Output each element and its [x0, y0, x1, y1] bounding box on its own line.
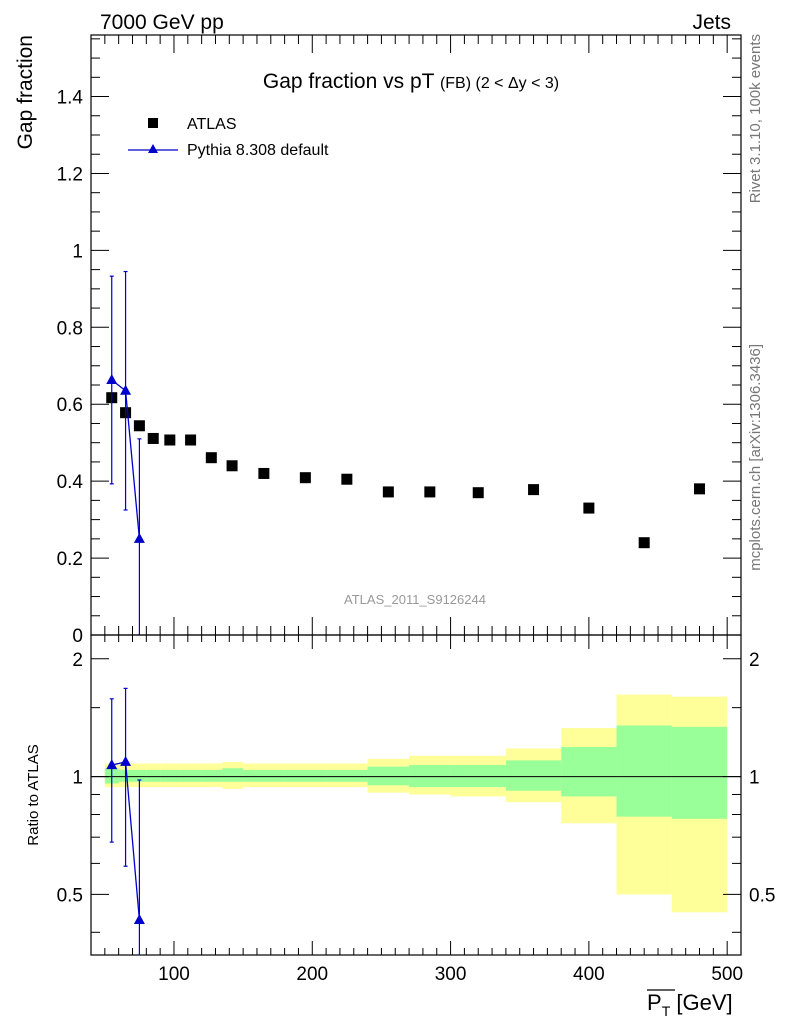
atlas-point	[341, 473, 353, 485]
y-tick-label: 0.2	[57, 549, 83, 570]
side-text-rivet: Rivet 3.1.10, 100k events	[747, 34, 764, 203]
y-tick-label: 0.6	[57, 395, 83, 416]
atlas-point	[694, 483, 706, 495]
legend-atlas-marker	[148, 118, 158, 128]
main-title-suffix: (FB) (2 < Δy < 3)	[440, 75, 559, 92]
atlas-point	[528, 484, 540, 496]
legend-atlas-label: ATLAS	[187, 116, 237, 133]
atlas-point	[299, 472, 311, 484]
y-tick-label: 0.4	[57, 472, 84, 493]
x-axis-label: PT [GeV]	[647, 989, 733, 1019]
ratio-band-inner	[616, 725, 672, 817]
ratio-band-inner	[326, 769, 368, 782]
y-tick-label: 0.8	[57, 318, 83, 339]
ratio-band-inner	[222, 768, 244, 782]
atlas-point	[133, 420, 145, 432]
y-tick-label: 1	[72, 241, 83, 262]
ratio-y-tick-label: 0.5	[749, 885, 775, 906]
atlas-point	[147, 432, 159, 444]
ratio-band-inner	[180, 769, 202, 782]
header-right: Jets	[692, 11, 731, 34]
atlas-point	[185, 434, 197, 446]
ratio-y-axis-label: Ratio to ATLAS	[25, 744, 42, 845]
legend-pythia-marker	[148, 144, 158, 153]
ratio-band-inner	[284, 769, 327, 782]
y-axis-label: Gap fraction	[14, 35, 37, 149]
ratio-y-tick-label: 1	[72, 768, 83, 789]
atlas-point	[205, 452, 217, 464]
x-tick-label: 100	[158, 964, 190, 985]
watermark: ATLAS_2011_S9126244	[344, 592, 486, 607]
atlas-point	[382, 486, 394, 498]
atlas-point	[638, 537, 650, 549]
ratio-band-inner	[505, 760, 562, 791]
ratio-y-tick-label: 2	[72, 650, 83, 671]
ratio-pythia-point	[120, 755, 132, 766]
ratio-pythia-point	[133, 914, 145, 925]
y-tick-label: 1.2	[57, 164, 83, 185]
atlas-point	[258, 467, 270, 479]
ratio-band-inner	[201, 769, 223, 782]
main-title-text: Gap fraction vs pT	[263, 70, 435, 93]
x-tick-label: 300	[435, 964, 467, 985]
ratio-band-inner	[367, 766, 410, 786]
ratio-band-inner	[146, 769, 161, 782]
atlas-point	[424, 486, 436, 498]
ratio-y-tick-label: 0.5	[57, 885, 83, 906]
atlas-point	[164, 434, 176, 446]
ratio-band-inner	[671, 726, 728, 819]
ratio-frame	[90, 634, 742, 956]
x-tick-label: 500	[711, 964, 743, 985]
ratio-band-inner	[132, 769, 147, 782]
main-plot-panel: 0 0.2 0.4 0.6 0.8 1 1.2 1.4 Gap fraction vs pT …	[14, 34, 742, 647]
pythia-point	[120, 384, 132, 395]
ratio-y-tick-label: 2	[749, 650, 760, 671]
ratio-band-inner	[160, 769, 181, 782]
header-left: 7000 GeV pp	[100, 11, 224, 34]
x-axis-label-text: PT [GeV]	[647, 990, 733, 1019]
atlas-point	[583, 502, 595, 514]
pythia-point	[106, 374, 118, 384]
atlas-point	[472, 487, 484, 499]
ratio-band-inner	[561, 747, 617, 797]
side-text-mcplots: mcplots.cern.ch [arXiv:1306.3436]	[747, 344, 764, 571]
ratio-band-inner	[243, 769, 285, 782]
y-tick-label: 1.4	[57, 88, 84, 109]
ratio-plot-panel: 100 200 300 400 500 0.5 0.5 1 1 2 2 Ratio to ATLAS	[25, 634, 775, 985]
pythia-point	[133, 532, 145, 543]
legend-pythia-label: Pythia 8.308 default	[187, 142, 329, 159]
legend: ATLAS Pythia 8.308 default	[128, 116, 329, 159]
ratio-y-tick-label: 1	[749, 768, 760, 789]
x-tick-label: 400	[573, 964, 605, 985]
y-tick-label: 0	[72, 626, 83, 647]
ratio-pythia-point	[106, 759, 118, 770]
main-title: Gap fraction vs pT (FB) (2 < Δy < 3)	[263, 70, 559, 93]
x-tick-label: 200	[296, 964, 328, 985]
atlas-point	[226, 460, 238, 472]
